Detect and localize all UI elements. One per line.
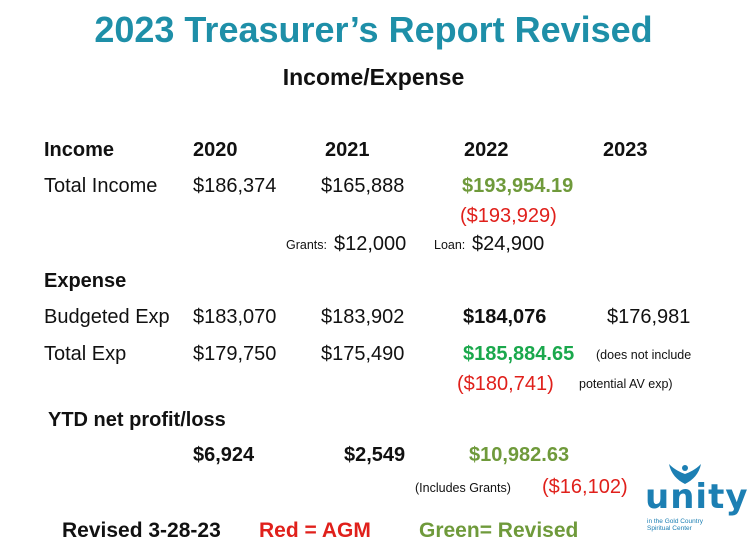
grants-label: Grants:	[286, 238, 327, 252]
logo-subtitle-line1: in the Gold Country	[647, 518, 704, 525]
loan-value: $24,900	[472, 233, 545, 255]
ytd-2021: $2,549	[344, 444, 406, 466]
loan-label: Loan:	[434, 238, 466, 252]
logo-subtitle-line2: Spiritual Center	[647, 525, 692, 533]
total-exp-2021: $175,490	[321, 343, 405, 365]
total-exp-2020: $179,750	[193, 343, 277, 365]
total-income-2021: $165,888	[321, 175, 405, 197]
header-income: Income	[44, 139, 115, 161]
ytd-includes-note: (Includes Grants)	[415, 481, 511, 495]
header-2020: 2020	[193, 139, 238, 161]
total-income-label: Total Income	[44, 175, 158, 197]
total-income-2020: $186,374	[193, 175, 277, 197]
header-2022: 2022	[464, 139, 509, 161]
budgeted-exp-2021: $183,902	[321, 306, 405, 328]
page-subtitle: Income/Expense	[282, 64, 465, 90]
total-income-2022-agm: ($193,929)	[460, 205, 557, 227]
header-2023: 2023	[603, 139, 648, 161]
ytd-2022-revised: $10,982.63	[469, 444, 570, 466]
unity-dove-icon	[669, 464, 701, 484]
expense-header: Expense	[44, 270, 127, 292]
header-2021: 2021	[325, 139, 370, 161]
unity-logo: unity in the Gold Country Spiritual Cent…	[637, 462, 747, 550]
footer-red-legend: Red = AGM	[259, 519, 371, 542]
total-exp-note-line2: potential AV exp)	[579, 377, 673, 391]
logo-wordmark: unity	[645, 477, 747, 517]
ytd-2022-agm: ($16,102)	[542, 476, 628, 498]
total-exp-note-line1: (does not include	[596, 348, 692, 362]
logo-subtitle: in the Gold Country Spiritual Center	[647, 518, 703, 533]
total-exp-2022-revised: $185,884.65	[463, 343, 575, 365]
budgeted-exp-2020: $183,070	[193, 306, 277, 328]
budgeted-exp-label: Budgeted Exp	[44, 306, 170, 328]
grants-value: $12,000	[334, 233, 407, 255]
page-title: 2023 Treasurer’s Report Revised	[94, 9, 653, 50]
ytd-label: YTD net profit/loss	[48, 409, 226, 431]
ytd-2020: $6,924	[193, 444, 255, 466]
budgeted-exp-2023: $176,981	[607, 306, 691, 328]
footer-green-legend: Green= Revised	[419, 519, 579, 542]
budgeted-exp-2022: $184,076	[463, 306, 547, 328]
total-exp-label: Total Exp	[44, 343, 127, 365]
total-exp-2022-agm: ($180,741)	[457, 373, 554, 395]
footer-revised-date: Revised 3-28-23	[62, 519, 221, 542]
total-income-2022-revised: $193,954.19	[462, 175, 574, 197]
